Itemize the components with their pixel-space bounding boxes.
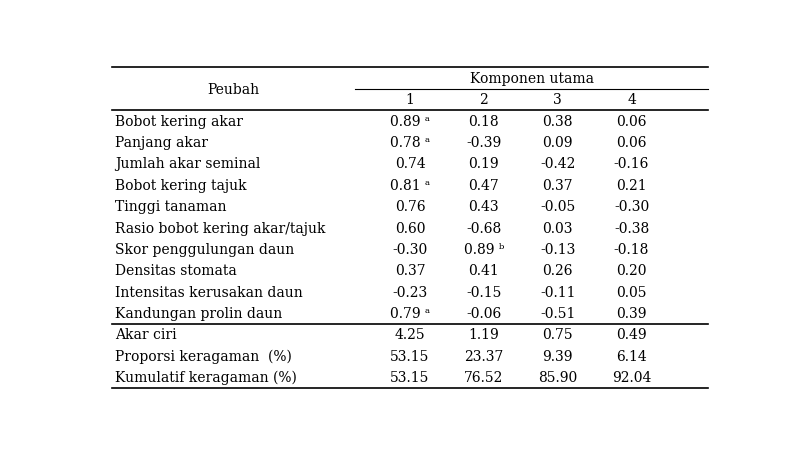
Text: 0.06: 0.06 [616, 115, 647, 129]
Text: 0.41: 0.41 [468, 264, 499, 278]
Text: Rasio bobot kering akar/tajuk: Rasio bobot kering akar/tajuk [114, 221, 325, 235]
Text: 0.37: 0.37 [395, 264, 426, 278]
Text: -0.13: -0.13 [540, 242, 576, 256]
Text: 0.19: 0.19 [468, 157, 499, 171]
Text: Komponen utama: Komponen utama [469, 72, 594, 86]
Text: 0.26: 0.26 [542, 264, 573, 278]
Text: Akar ciri: Akar ciri [114, 328, 176, 342]
Text: 0.74: 0.74 [395, 157, 426, 171]
Text: 0.79 ᵃ: 0.79 ᵃ [390, 306, 430, 320]
Text: 3: 3 [553, 93, 562, 107]
Text: 0.47: 0.47 [468, 179, 499, 192]
Text: 23.37: 23.37 [464, 349, 503, 363]
Text: Peubah: Peubah [207, 83, 259, 97]
Text: -0.30: -0.30 [614, 200, 649, 214]
Text: 0.21: 0.21 [616, 179, 647, 192]
Text: 53.15: 53.15 [391, 349, 430, 363]
Text: Kumulatif keragaman (%): Kumulatif keragaman (%) [114, 370, 296, 385]
Text: Densitas stomata: Densitas stomata [114, 264, 237, 278]
Text: -0.38: -0.38 [614, 221, 649, 235]
Text: 92.04: 92.04 [612, 370, 651, 384]
Text: 0.43: 0.43 [468, 200, 499, 214]
Text: 0.20: 0.20 [616, 264, 647, 278]
Text: 0.89 ᵃ: 0.89 ᵃ [390, 115, 430, 129]
Text: 0.03: 0.03 [542, 221, 573, 235]
Text: Bobot kering akar: Bobot kering akar [114, 115, 243, 129]
Text: Intensitas kerusakan daun: Intensitas kerusakan daun [114, 285, 303, 299]
Text: 85.90: 85.90 [538, 370, 577, 384]
Text: 4: 4 [627, 93, 636, 107]
Text: 0.49: 0.49 [616, 328, 647, 342]
Text: -0.11: -0.11 [540, 285, 576, 299]
Text: 0.78 ᵃ: 0.78 ᵃ [390, 136, 430, 150]
Text: 0.09: 0.09 [542, 136, 573, 150]
Text: -0.51: -0.51 [540, 306, 576, 320]
Text: -0.16: -0.16 [614, 157, 649, 171]
Text: Proporsi keragaman  (%): Proporsi keragaman (%) [114, 349, 291, 363]
Text: Tinggi tanaman: Tinggi tanaman [114, 200, 226, 214]
Text: 1: 1 [406, 93, 414, 107]
Text: -0.39: -0.39 [466, 136, 502, 150]
Text: Bobot kering tajuk: Bobot kering tajuk [114, 179, 246, 192]
Text: 0.76: 0.76 [395, 200, 426, 214]
Text: 2: 2 [480, 93, 488, 107]
Text: 0.06: 0.06 [616, 136, 647, 150]
Text: 6.14: 6.14 [616, 349, 647, 363]
Text: -0.68: -0.68 [466, 221, 502, 235]
Text: -0.30: -0.30 [392, 242, 428, 256]
Text: 0.37: 0.37 [542, 179, 573, 192]
Text: 0.18: 0.18 [468, 115, 499, 129]
Text: -0.06: -0.06 [466, 306, 502, 320]
Text: 0.89 ᵇ: 0.89 ᵇ [464, 242, 504, 256]
Text: 0.75: 0.75 [542, 328, 573, 342]
Text: 1.19: 1.19 [468, 328, 499, 342]
Text: 4.25: 4.25 [395, 328, 426, 342]
Text: -0.15: -0.15 [466, 285, 502, 299]
Text: 0.38: 0.38 [542, 115, 573, 129]
Text: Panjang akar: Panjang akar [114, 136, 208, 150]
Text: 76.52: 76.52 [464, 370, 503, 384]
Text: 53.15: 53.15 [391, 370, 430, 384]
Text: 0.81 ᵃ: 0.81 ᵃ [390, 179, 430, 192]
Text: -0.42: -0.42 [540, 157, 576, 171]
Text: Skor penggulungan daun: Skor penggulungan daun [114, 242, 294, 256]
Text: -0.23: -0.23 [392, 285, 428, 299]
Text: 9.39: 9.39 [542, 349, 573, 363]
Text: Jumlah akar seminal: Jumlah akar seminal [114, 157, 260, 171]
Text: 0.60: 0.60 [395, 221, 426, 235]
Text: -0.05: -0.05 [540, 200, 576, 214]
Text: -0.18: -0.18 [614, 242, 649, 256]
Text: 0.39: 0.39 [616, 306, 647, 320]
Text: Kandungan prolin daun: Kandungan prolin daun [114, 306, 282, 320]
Text: 0.05: 0.05 [616, 285, 647, 299]
